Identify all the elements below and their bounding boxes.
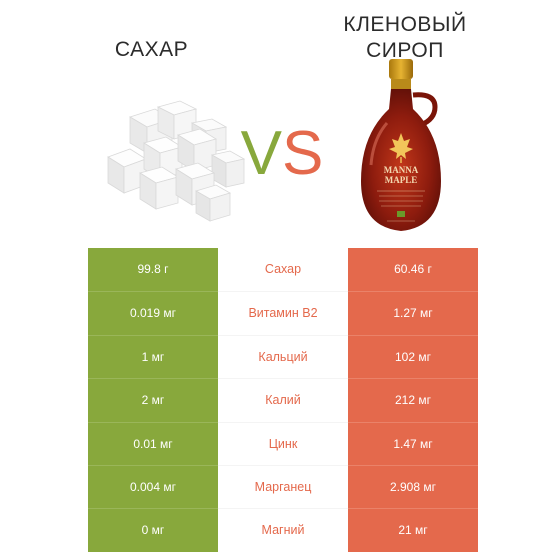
left-value-cell: 0 мг (88, 508, 218, 552)
left-value-cell: 0.019 мг (88, 291, 218, 335)
organic-badge-icon (397, 211, 405, 217)
bottle-cap (389, 59, 413, 79)
table-row: 2 мг Калий 212 мг (88, 378, 478, 422)
nutrient-label-cell: Марганец (218, 464, 348, 509)
right-product-title: КЛЕНОВЫЙ СИРОП (330, 12, 480, 64)
nutrient-label-cell: Витамин B2 (218, 291, 348, 335)
table-row: 0 мг Магний 21 мг (88, 508, 478, 552)
right-value-cell: 102 мг (348, 334, 478, 379)
nutrient-label-cell: Цинк (218, 421, 348, 465)
right-value-cell: 212 мг (348, 378, 478, 422)
left-value-cell: 99.8 г (88, 248, 218, 292)
bottle-brand-line2: MAPLE (385, 175, 418, 185)
right-title-line1: КЛЕНОВЫЙ (343, 13, 467, 36)
comparison-table: 99.8 г Сахар 60.46 г 0.019 мг Витамин B2 1.27… (88, 248, 478, 552)
maple-leaf-icon (389, 133, 413, 159)
left-value-cell: 0.004 мг (88, 464, 218, 509)
nutrient-label-cell: Магний (218, 508, 348, 552)
right-value-cell: 2.908 мг (348, 464, 478, 509)
right-value-cell: 1.47 мг (348, 421, 478, 465)
left-product-title: САХАР (114, 38, 189, 61)
right-value-cell: 21 мг (348, 508, 478, 552)
right-value-cell: 60.46 г (348, 248, 478, 292)
versus-v: V (240, 119, 282, 188)
left-value-cell: 1 мг (88, 334, 218, 379)
nutrient-label-cell: Калий (218, 378, 348, 422)
table-row: 99.8 г Сахар 60.46 г (88, 248, 478, 292)
table-row: 1 мг Кальций 102 мг (88, 334, 478, 379)
table-row: 0.01 мг Цинк 1.47 мг (88, 421, 478, 465)
nutrient-label-cell: Кальций (218, 334, 348, 379)
sugar-cubes-image (107, 100, 246, 222)
maple-syrup-bottle-image: MANNA MAPLE (361, 59, 441, 231)
left-value-cell: 2 мг (88, 378, 218, 422)
versus-s: S (282, 119, 324, 188)
right-value-cell: 1.27 мг (348, 291, 478, 335)
table-row: 0.004 мг Марганец 2.908 мг (88, 464, 478, 509)
table-row: 0.019 мг Витамин B2 1.27 мг (88, 291, 478, 335)
nutrient-label-cell: Сахар (218, 248, 348, 292)
versus-label: VS (234, 114, 330, 194)
right-title-line2: СИРОП (366, 39, 444, 62)
bottle-brand-line1: MANNA (384, 165, 419, 175)
left-value-cell: 0.01 мг (88, 421, 218, 465)
